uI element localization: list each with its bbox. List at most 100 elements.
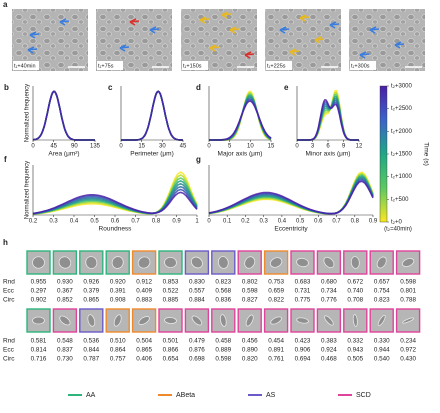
row-label: Circ xyxy=(3,297,15,304)
colorbar-tick-label: t₂+0 xyxy=(391,220,403,226)
frequency-curve xyxy=(32,90,95,141)
cell-shape xyxy=(270,316,282,325)
x-tick-label: 45 xyxy=(50,144,57,150)
frequency-curve xyxy=(209,92,272,141)
colorbar-tick-label: t₂+2000 xyxy=(391,129,413,135)
timepoint-label: t₁+40min xyxy=(14,63,36,69)
x-tick-label: 0.6 xyxy=(111,219,120,225)
metric-value: 0.731 xyxy=(295,288,311,295)
timepoint-label: t₁+150s xyxy=(183,63,202,69)
label-box xyxy=(182,61,208,70)
metric-value: 0.852 xyxy=(57,297,73,304)
metric-value: 0.536 xyxy=(83,338,99,345)
axes xyxy=(208,86,271,141)
x-tick-label: 0 xyxy=(295,144,299,150)
panel-label: d xyxy=(196,83,201,92)
metric-value: 0.823 xyxy=(215,279,231,286)
arrow xyxy=(209,44,220,52)
metric-value: 0.698 xyxy=(189,356,205,363)
x-tick-label: 0.4 xyxy=(70,219,79,225)
x-tick-label: 0 xyxy=(207,219,211,225)
metric-value: 0.234 xyxy=(400,338,416,345)
metric-value: 0.890 xyxy=(242,347,258,354)
metric-value: 0.505 xyxy=(347,356,363,363)
metric-value: 0.830 xyxy=(189,279,205,286)
metric-value: 0.740 xyxy=(347,288,363,295)
metric-value: 0.409 xyxy=(136,288,152,295)
cell-shape xyxy=(323,256,335,269)
metric-value: 0.479 xyxy=(189,338,205,345)
x-tick-label: 135 xyxy=(90,144,101,150)
arrow xyxy=(229,26,240,34)
metric-value: 0.889 xyxy=(215,347,231,354)
panel-label: c xyxy=(108,83,113,92)
arrow xyxy=(149,26,160,34)
x-tick-label: 9 xyxy=(342,144,346,150)
row-label: Circ xyxy=(3,356,15,363)
metric-value: 0.876 xyxy=(189,347,205,354)
cell-shape xyxy=(245,314,254,327)
x-tick-label: 0.2 xyxy=(241,219,250,225)
metric-value: 0.391 xyxy=(110,288,126,295)
metric-value: 0.708 xyxy=(347,297,363,304)
metric-value: 0.454 xyxy=(268,338,284,345)
cell-shape xyxy=(32,316,45,325)
x-tick-label: 0.7 xyxy=(332,219,341,225)
x-axis-label: Area (μm²) xyxy=(48,151,79,158)
frequency-curve xyxy=(209,93,272,141)
cell-shape xyxy=(352,314,358,327)
arrow xyxy=(27,46,38,54)
metric-value: 0.837 xyxy=(57,347,73,354)
metric-value: 0.456 xyxy=(242,338,258,345)
arrow xyxy=(359,51,370,59)
metric-value: 0.694 xyxy=(295,356,311,363)
metric-value: 0.761 xyxy=(268,356,284,363)
metric-value: 0.822 xyxy=(268,297,284,304)
x-tick-label: 6 xyxy=(326,144,330,150)
metric-value: 0.680 xyxy=(321,279,337,286)
frequency-curve xyxy=(121,90,183,141)
x-tick-label: 0.4 xyxy=(278,219,287,225)
x-tick-label: 0.2 xyxy=(29,219,38,225)
frequency-curve xyxy=(121,90,183,141)
arrow xyxy=(29,31,40,39)
metric-value: 0.659 xyxy=(268,288,284,295)
timepoint-label: t₁+300s xyxy=(351,63,370,69)
metric-value: 0.468 xyxy=(321,356,337,363)
row-label: Ecc xyxy=(3,288,15,295)
x-tick-label: 0.9 xyxy=(172,219,181,225)
cell-shape xyxy=(296,257,309,268)
x-tick-label: 5 xyxy=(228,144,232,150)
panel-label: h xyxy=(3,238,8,247)
metric-value: 0.844 xyxy=(83,347,99,354)
frequency-curve xyxy=(209,90,272,141)
cell-shape xyxy=(164,256,177,269)
frequency-curve xyxy=(121,90,183,141)
legend-label: AS xyxy=(266,392,276,399)
cell-shape xyxy=(219,314,227,327)
x-tick-label: 3 xyxy=(311,144,315,150)
metric-value: 0.823 xyxy=(374,297,390,304)
metric-value: 0.557 xyxy=(189,288,205,295)
x-tick-label: 0.3 xyxy=(49,219,58,225)
cell-shape xyxy=(401,258,415,267)
x-axis-label: Major axis (μm) xyxy=(218,151,263,158)
metric-value: 0.853 xyxy=(163,279,179,286)
metric-value: 0.330 xyxy=(374,338,390,345)
x-axis-label: Minor axis (μm) xyxy=(306,151,351,158)
colorbar-title: Time (s) xyxy=(422,142,429,166)
colorbar-tick-label: t₂+2500 xyxy=(391,106,413,112)
label-box xyxy=(350,61,376,70)
metric-value: 0.883 xyxy=(136,297,152,304)
metric-value: 0.598 xyxy=(400,279,416,286)
x-tick-label: 10 xyxy=(247,144,254,150)
panel-label: e xyxy=(284,83,289,92)
arrow xyxy=(279,26,290,34)
metric-value: 0.423 xyxy=(295,338,311,345)
colorbar-note: (t₂=40min) xyxy=(384,227,412,233)
timepoint-label: t₁+225s xyxy=(267,63,286,69)
x-tick-label: 0.7 xyxy=(131,219,140,225)
x-axis-label: Roundness xyxy=(99,226,133,233)
metric-value: 0.788 xyxy=(400,297,416,304)
arrow xyxy=(221,11,232,19)
